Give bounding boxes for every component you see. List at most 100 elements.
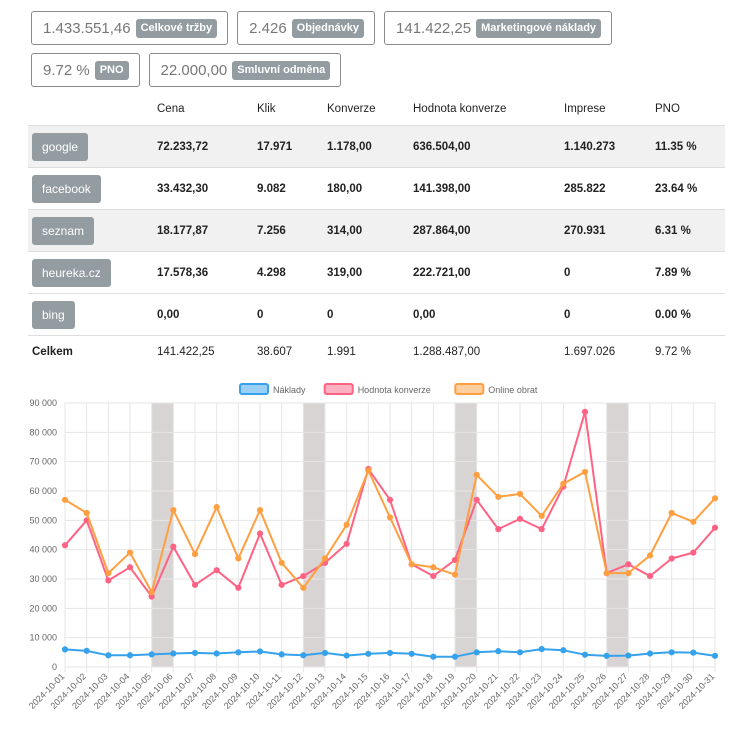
column-header: Konverze [327,103,376,115]
data-point [581,408,589,415]
table-cell: 1.288.487,00 [409,335,560,367]
data-point [61,646,69,653]
data-point [235,555,242,562]
data-point [321,555,329,562]
data-point [408,650,415,657]
data-point [451,571,459,578]
table-cell: 319,00 [323,251,409,294]
source-stats-table: Cena Klik Konverze Hodnota konverze Impr… [28,93,725,367]
table-total-row: Celkem 141.422,25 38.607 1.991 1.288.487… [28,335,725,367]
data-point [473,471,480,478]
data-point [83,647,90,654]
data-point [625,570,632,577]
data-point [83,509,90,517]
kpi-label: Smluvní odměna [232,60,331,80]
source-button-google[interactable]: google [32,132,89,161]
data-point [690,549,697,556]
data-point [451,653,459,660]
kpi-row-2: 9.72 % PNO 22.000,00 Smluvní odměna [31,53,731,87]
data-point [256,506,264,514]
data-point [300,652,307,659]
data-point [148,651,155,658]
kpi-label: Objednávky [291,18,365,38]
data-point [646,552,654,559]
data-point [495,493,502,500]
y-tick-label: 10 000 [29,633,57,643]
data-point [105,570,112,577]
table-cell: 1.140.273 [560,125,651,168]
table-cell: 7.89 % [651,251,725,294]
data-point [538,512,545,520]
data-point [343,540,350,547]
data-point [711,652,719,659]
data-point [170,650,177,657]
table-cell: 11.35 % [651,125,725,168]
table-cell: 17.578,36 [153,251,253,294]
table-cell: 6.31 % [651,209,725,252]
source-button-heureka[interactable]: heureka.cz [32,258,111,287]
kpi-value: 9.72 % [43,61,90,79]
data-point [646,650,654,657]
data-point [191,550,199,558]
table-cell: 17.971 [253,125,323,168]
source-button-facebook[interactable]: facebook [32,174,101,203]
column-header: Klik [257,103,276,115]
kpi-total-revenue: 1.433.551,46 Celkové tržby [31,11,229,45]
table-cell: 9.72 % [651,335,725,367]
table-row: heureka.cz 17.578,36 4.298 319,00 222.72… [28,251,725,294]
table-cell: 180,00 [323,167,409,210]
data-point [386,514,394,521]
data-point [148,589,155,596]
data-point [256,648,264,655]
table-row: bing 0,00 0 0 0,00 0 0.00 % [28,293,725,336]
data-point [711,524,719,531]
source-button-bing[interactable]: bing [32,300,75,329]
data-point [278,559,285,566]
data-point [668,555,675,562]
kpi-label: Marketingové náklady [476,18,602,38]
source-button-seznam[interactable]: seznam [32,216,95,245]
data-point [495,526,502,533]
data-point [386,649,394,657]
table-cell: 1.178,00 [323,125,409,168]
source-cell: heureka.cz [28,251,153,294]
table-cell: 287.864,00 [409,209,560,252]
kpi-label: PNO [94,60,129,80]
data-point [711,495,719,502]
data-point [343,521,350,528]
kpi-panel: 1.433.551,46 Celkové tržby 2.426 Objednávk… [31,11,731,95]
kpi-contract-fee: 22.000,00 Smluvní odměna [148,53,342,87]
data-point [408,561,415,568]
y-tick-label: 60 000 [29,486,57,496]
data-point [560,647,567,654]
table-cell: 1.991 [323,335,409,367]
data-point [646,572,654,580]
table-row: seznam 18.177,87 7.256 314,00 287.864,00… [28,209,725,252]
data-point [126,652,134,659]
data-point [668,649,675,656]
table-cell: 0 [560,293,651,336]
table-cell: 9.082 [253,167,323,210]
kpi-value: 141.422,25 [396,19,472,37]
data-point [300,572,307,580]
y-tick-label: 30 000 [29,574,57,584]
data-point [430,572,437,580]
data-point [560,480,567,487]
data-point [61,542,69,549]
table-cell: 222.721,00 [409,251,560,294]
data-point [603,570,610,577]
data-point [538,646,545,653]
data-point [668,509,675,517]
data-point [170,506,177,514]
source-cell: facebook [28,167,153,210]
column-header: Hodnota konverze [413,103,507,115]
y-tick-label: 20 000 [29,603,57,613]
data-point [235,649,242,656]
data-point [343,652,350,659]
table-cell: 636.504,00 [409,125,560,168]
data-point [430,653,437,660]
data-point [105,652,112,659]
data-point [690,649,697,656]
data-point [603,652,610,659]
table-cell: 4.298 [253,251,323,294]
